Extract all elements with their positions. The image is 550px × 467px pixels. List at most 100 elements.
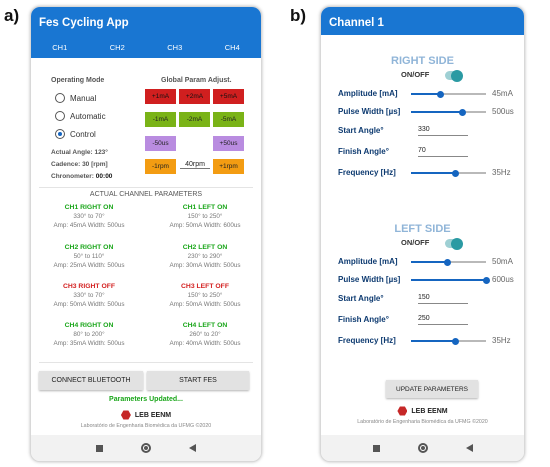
amp-plus-2-button[interactable]: +2mA bbox=[179, 89, 210, 104]
channel-param-block: CH2 RIGHT ON 50° to 110° Amp: 25mA Width: … bbox=[39, 243, 139, 270]
back-icon[interactable] bbox=[189, 444, 196, 452]
chronometer-readout: Chronometer: 00:00 bbox=[51, 173, 112, 180]
rpm-minus-button[interactable]: -1rpm bbox=[145, 159, 176, 174]
start-angle-label: Start Angle° bbox=[338, 294, 384, 303]
update-parameters-button[interactable]: UPDATE PARAMETERS bbox=[386, 380, 478, 398]
logo-text: LEB EENM bbox=[134, 411, 172, 419]
tab-ch3[interactable]: CH3 bbox=[167, 43, 183, 52]
channel-state-header: CH1 LEFT ON bbox=[182, 204, 228, 211]
actual-params-title: ACTUAL CHANNEL PARAMETERS bbox=[89, 191, 203, 198]
channel-param-block: CH1 RIGHT ON 330° to 70° Amp: 45mA Width: … bbox=[39, 203, 139, 230]
frequency-slider[interactable] bbox=[411, 169, 486, 177]
pulse-width-slider[interactable] bbox=[411, 108, 486, 116]
credit-text: Laboratório de Engenharia Biomédica da U… bbox=[357, 419, 488, 425]
connect-bluetooth-button[interactable]: CONNECT BLUETOOTH bbox=[39, 371, 143, 390]
amplitude-slider[interactable] bbox=[411, 258, 486, 266]
slider-fill bbox=[411, 340, 455, 342]
global-params-title: Global Param Adjust. bbox=[161, 77, 232, 84]
tab-ch4[interactable]: CH4 bbox=[224, 43, 240, 52]
amp-minus-5-button[interactable]: -5mA bbox=[213, 112, 244, 127]
radio-manual[interactable]: Manual bbox=[55, 93, 96, 103]
figure-label-a: a) bbox=[4, 6, 20, 25]
channel-amp-width: Amp: 30mA Width: 500us bbox=[169, 262, 241, 269]
recent-apps-icon[interactable] bbox=[372, 444, 380, 452]
onoff-label: ON/OFF bbox=[401, 238, 430, 247]
finish-angle-input[interactable]: 250 bbox=[418, 315, 468, 325]
amp-plus-1-button[interactable]: +1mA bbox=[145, 89, 176, 104]
channel-param-block: CH3 LEFT OFF 150° to 250° Amp: 50mA Width:… bbox=[155, 282, 255, 309]
recent-apps-icon[interactable] bbox=[96, 444, 103, 452]
frequency-value: 35Hz bbox=[492, 168, 511, 177]
radio-control[interactable]: Control bbox=[55, 129, 96, 139]
frequency-slider[interactable] bbox=[411, 337, 486, 345]
amplitude-label: Amplitude [mA] bbox=[338, 89, 398, 98]
rpm-plus-button[interactable]: +1rpm bbox=[213, 159, 244, 174]
slider-thumb[interactable] bbox=[443, 258, 451, 266]
hexagon-logo-icon bbox=[397, 406, 408, 416]
tab-ch1[interactable]: CH1 bbox=[52, 43, 68, 52]
frequency-value: 35Hz bbox=[492, 336, 511, 345]
channel-state-header: CH1 RIGHT ON bbox=[64, 204, 114, 211]
tab-ch2[interactable]: CH2 bbox=[109, 43, 125, 52]
amplitude-value: 50mA bbox=[492, 257, 513, 266]
slider-fill bbox=[411, 261, 447, 263]
start-angle-input[interactable]: 150 bbox=[418, 294, 468, 304]
channel-state-header: CH3 RIGHT OFF bbox=[62, 283, 116, 290]
channel-amp-width: Amp: 45mA Width: 500us bbox=[53, 222, 125, 229]
channel-angle-range: 260° to 20° bbox=[189, 331, 221, 338]
app-bar: Channel 1 bbox=[321, 7, 524, 35]
slider-fill bbox=[411, 172, 455, 174]
status-message: Parameters Updated... bbox=[109, 396, 183, 403]
rpm-input[interactable]: 40rpm bbox=[180, 161, 210, 169]
start-angle-input[interactable]: 330 bbox=[418, 126, 468, 136]
chronometer-label: Chronometer: bbox=[51, 173, 94, 180]
lab-logo: LEB EENM bbox=[31, 410, 261, 420]
home-icon[interactable] bbox=[417, 443, 428, 453]
radio-automatic[interactable]: Automatic bbox=[55, 111, 106, 121]
slider-thumb[interactable] bbox=[458, 108, 466, 116]
logo-text: LEB EENM bbox=[411, 407, 448, 415]
side-title: LEFT SIDE bbox=[394, 223, 451, 235]
slider-thumb[interactable] bbox=[436, 90, 444, 98]
amp-plus-5-button[interactable]: +5mA bbox=[213, 89, 244, 104]
amp-minus-1-button[interactable]: -1mA bbox=[145, 112, 176, 127]
app-title: Fes Cycling App bbox=[39, 17, 129, 29]
slider-fill bbox=[411, 111, 462, 113]
channel-screen: Channel 1 RIGHT SIDE ON/OFF Amplitude [mA]… bbox=[320, 6, 525, 462]
pw-plus-button[interactable]: +50us bbox=[213, 136, 244, 151]
channel-state-header: CH2 RIGHT ON bbox=[64, 244, 114, 251]
home-icon[interactable] bbox=[141, 443, 151, 453]
slider-fill bbox=[411, 93, 440, 95]
slider-thumb[interactable] bbox=[451, 169, 459, 177]
onoff-toggle[interactable] bbox=[445, 69, 463, 82]
channel-angle-range: 330° to 70° bbox=[73, 213, 105, 220]
back-icon[interactable] bbox=[465, 444, 473, 452]
onoff-toggle[interactable] bbox=[445, 237, 463, 250]
finish-angle-input[interactable]: 70 bbox=[418, 147, 468, 157]
figure-label-b: b) bbox=[290, 6, 307, 25]
channel-angle-range: 230° to 290° bbox=[187, 253, 223, 260]
slider-fill bbox=[411, 279, 486, 281]
onoff-label: ON/OFF bbox=[401, 70, 430, 79]
amp-minus-2-button[interactable]: -2mA bbox=[179, 112, 210, 127]
radio-circle-icon bbox=[55, 111, 65, 121]
slider-thumb[interactable] bbox=[451, 337, 459, 345]
lab-logo: LEB EENM bbox=[321, 406, 524, 416]
amplitude-value: 45mA bbox=[492, 89, 513, 98]
channel-amp-width: Amp: 35mA Width: 500us bbox=[53, 340, 125, 347]
hexagon-logo-icon bbox=[120, 410, 131, 420]
finish-angle-label: Finish Angle° bbox=[338, 147, 389, 156]
amplitude-label: Amplitude [mA] bbox=[338, 257, 398, 266]
toggle-knob bbox=[451, 237, 463, 250]
channel-state-header: CH4 LEFT ON bbox=[182, 322, 228, 329]
channel-angle-range: 50° to 110° bbox=[73, 253, 105, 260]
pw-minus-button[interactable]: -50us bbox=[145, 136, 176, 151]
pulse-width-slider[interactable] bbox=[411, 276, 490, 284]
channel-state-header: CH3 LEFT OFF bbox=[181, 283, 229, 290]
frequency-label: Frequency [Hz] bbox=[338, 168, 396, 177]
slider-thumb[interactable] bbox=[482, 276, 490, 284]
amplitude-slider[interactable] bbox=[411, 90, 486, 98]
radio-label: Automatic bbox=[70, 111, 106, 121]
main-screen: Fes Cycling App CH1 CH2 CH3 CH4 Operatin… bbox=[30, 6, 262, 462]
start-fes-button[interactable]: START FES bbox=[147, 371, 249, 390]
